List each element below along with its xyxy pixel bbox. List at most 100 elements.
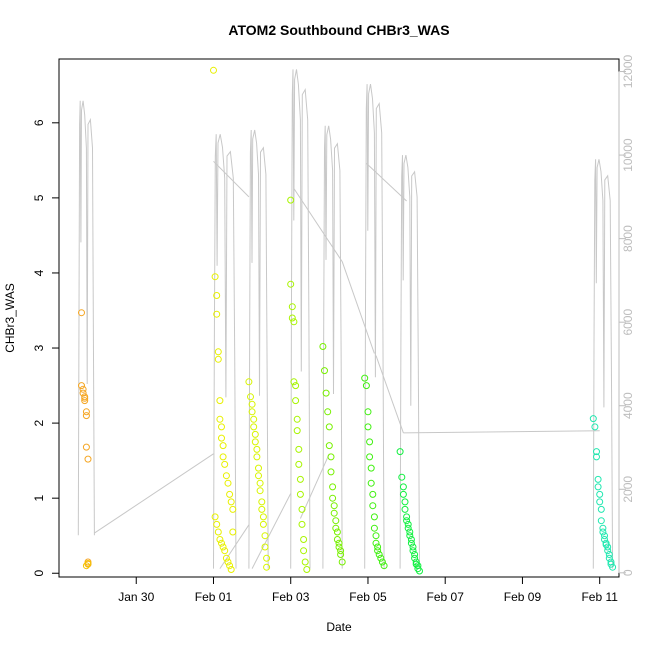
y2-tick-label: 4000	[621, 392, 635, 419]
data-point	[214, 355, 222, 363]
altitude-segment-3	[290, 69, 311, 569]
data-point	[259, 513, 267, 521]
data-point	[404, 524, 412, 532]
data-point	[213, 292, 221, 299]
data-point	[370, 524, 378, 532]
data-point	[374, 547, 382, 555]
altitude-segment-0	[77, 100, 95, 536]
y-axis: 0 1 2 3 4 5 6	[32, 119, 60, 577]
y2-tick-label: 2000	[621, 476, 635, 503]
data-point	[319, 343, 327, 350]
data-point	[325, 423, 333, 431]
data-point	[261, 543, 269, 551]
data-point	[407, 536, 415, 543]
data-point	[79, 385, 87, 393]
data-point	[332, 524, 340, 532]
data-point	[409, 547, 417, 555]
data-point	[82, 412, 90, 420]
data-point	[219, 453, 227, 461]
data-point	[333, 536, 341, 543]
data-point	[367, 464, 375, 472]
x-tick-label: Feb 03	[272, 590, 310, 604]
data-point	[216, 397, 224, 405]
data-point	[229, 505, 237, 513]
data-point	[364, 408, 372, 416]
data-point	[399, 483, 407, 491]
data-point	[263, 563, 271, 571]
x-tick-label: Jan 30	[118, 590, 154, 604]
data-point	[256, 487, 264, 495]
altitude-connector-1	[213, 160, 250, 198]
data-point	[227, 566, 235, 573]
data-point	[338, 558, 346, 566]
data-point	[256, 479, 264, 487]
data-point	[258, 498, 266, 506]
data-point	[367, 479, 375, 487]
data-point	[298, 520, 306, 528]
data-point	[599, 528, 607, 536]
data-point	[409, 543, 417, 551]
data-point	[412, 560, 420, 568]
x-tick-label: Feb 01	[195, 590, 233, 604]
x-tick-label: Feb 11	[581, 590, 618, 604]
points-layer	[78, 66, 617, 575]
data-point	[263, 554, 271, 562]
data-point	[78, 309, 85, 317]
data-point	[324, 408, 332, 416]
y2-tick-label: 6000	[621, 309, 635, 336]
data-point	[218, 539, 225, 547]
data-point	[226, 490, 234, 498]
data-point	[250, 423, 258, 431]
data-point	[82, 408, 90, 416]
altitude-connector-9	[403, 430, 600, 434]
data-point	[378, 558, 386, 566]
y-tick-label: 1	[32, 495, 46, 502]
altitude-connector-7	[366, 163, 407, 202]
data-point	[226, 562, 234, 570]
data-point	[211, 273, 219, 281]
data-point	[589, 415, 597, 423]
altitude-layer	[77, 69, 614, 569]
data-point	[329, 483, 337, 491]
data-point	[219, 543, 227, 551]
data-point	[293, 415, 301, 423]
y-tick-label: 6	[32, 119, 46, 126]
altitude-segment-5	[364, 84, 385, 569]
y2-tick-label: 0	[621, 569, 635, 576]
data-point	[325, 442, 333, 450]
data-point	[78, 382, 85, 390]
data-point	[81, 397, 89, 405]
data-point	[401, 505, 409, 513]
data-point	[366, 438, 374, 446]
y2-axis: 0 2000 4000 6000 8000 10000 12000	[618, 54, 635, 576]
data-point	[596, 498, 604, 506]
altitude-connector-6	[341, 261, 375, 354]
altitude-connector-5	[299, 453, 330, 519]
data-point	[362, 382, 370, 390]
data-point	[290, 318, 298, 326]
data-point	[364, 423, 372, 431]
data-point	[601, 532, 608, 540]
data-point	[375, 551, 383, 558]
data-point	[399, 490, 407, 498]
data-point	[407, 539, 415, 547]
data-point	[255, 472, 262, 480]
data-point	[335, 543, 343, 551]
data-point	[288, 314, 296, 322]
y-tick-label: 3	[32, 344, 46, 351]
data-point	[301, 558, 309, 566]
data-point	[288, 303, 296, 311]
y-tick-label: 0	[32, 570, 46, 577]
data-point	[82, 562, 90, 570]
data-point	[593, 448, 600, 456]
data-point	[296, 475, 304, 483]
data-point	[327, 468, 335, 476]
data-point	[327, 453, 335, 461]
data-point	[213, 310, 221, 318]
data-point	[369, 490, 377, 498]
data-point	[298, 505, 306, 513]
data-point	[245, 378, 253, 386]
data-point	[374, 543, 382, 551]
data-point	[247, 393, 254, 401]
